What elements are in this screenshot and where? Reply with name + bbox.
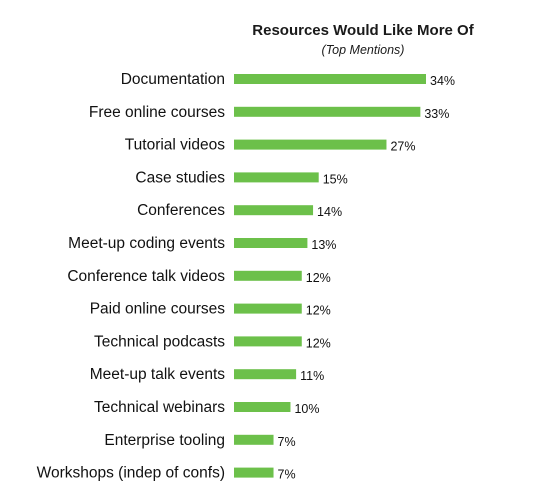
value-label: 33% <box>424 107 449 121</box>
bar <box>234 303 302 314</box>
category-label: Meet-up coding events <box>68 235 225 252</box>
category-label: Paid online courses <box>90 301 226 318</box>
value-label: 13% <box>311 238 336 252</box>
category-label: Technical podcasts <box>94 333 225 350</box>
value-label: 15% <box>323 172 348 186</box>
category-label: Conference talk videos <box>67 268 225 285</box>
bar <box>234 467 274 478</box>
value-label: 7% <box>278 468 296 482</box>
bar <box>234 74 426 84</box>
bar <box>234 434 274 445</box>
bar <box>234 369 297 380</box>
value-label: 12% <box>306 271 331 285</box>
bar <box>234 139 387 150</box>
bar <box>234 172 319 183</box>
bar <box>234 238 308 248</box>
value-label: 7% <box>278 435 296 449</box>
value-label: 14% <box>317 205 342 219</box>
category-label: Tutorial videos <box>125 137 225 154</box>
category-label: Meet-up talk events <box>90 366 226 383</box>
chart-title: Resources Would Like More Of <box>252 22 474 39</box>
bar <box>234 270 302 281</box>
category-label: Workshops (indep of confs) <box>37 465 225 482</box>
value-label: 34% <box>430 74 455 88</box>
category-label: Enterprise tooling <box>104 432 225 449</box>
value-label: 12% <box>306 336 331 350</box>
category-label: Conferences <box>137 202 225 219</box>
category-label: Technical webinars <box>94 399 225 416</box>
value-label: 10% <box>294 402 319 416</box>
bar <box>234 106 421 117</box>
category-label: Free online courses <box>89 104 225 121</box>
chart-subtitle: (Top Mentions) <box>321 43 405 57</box>
bar <box>234 402 291 412</box>
value-label: 27% <box>390 140 415 154</box>
category-label: Documentation <box>121 71 225 88</box>
value-label: 12% <box>306 304 331 318</box>
bar <box>234 336 302 347</box>
bar <box>234 205 314 216</box>
value-label: 11% <box>300 369 324 383</box>
category-label: Case studies <box>135 169 225 186</box>
